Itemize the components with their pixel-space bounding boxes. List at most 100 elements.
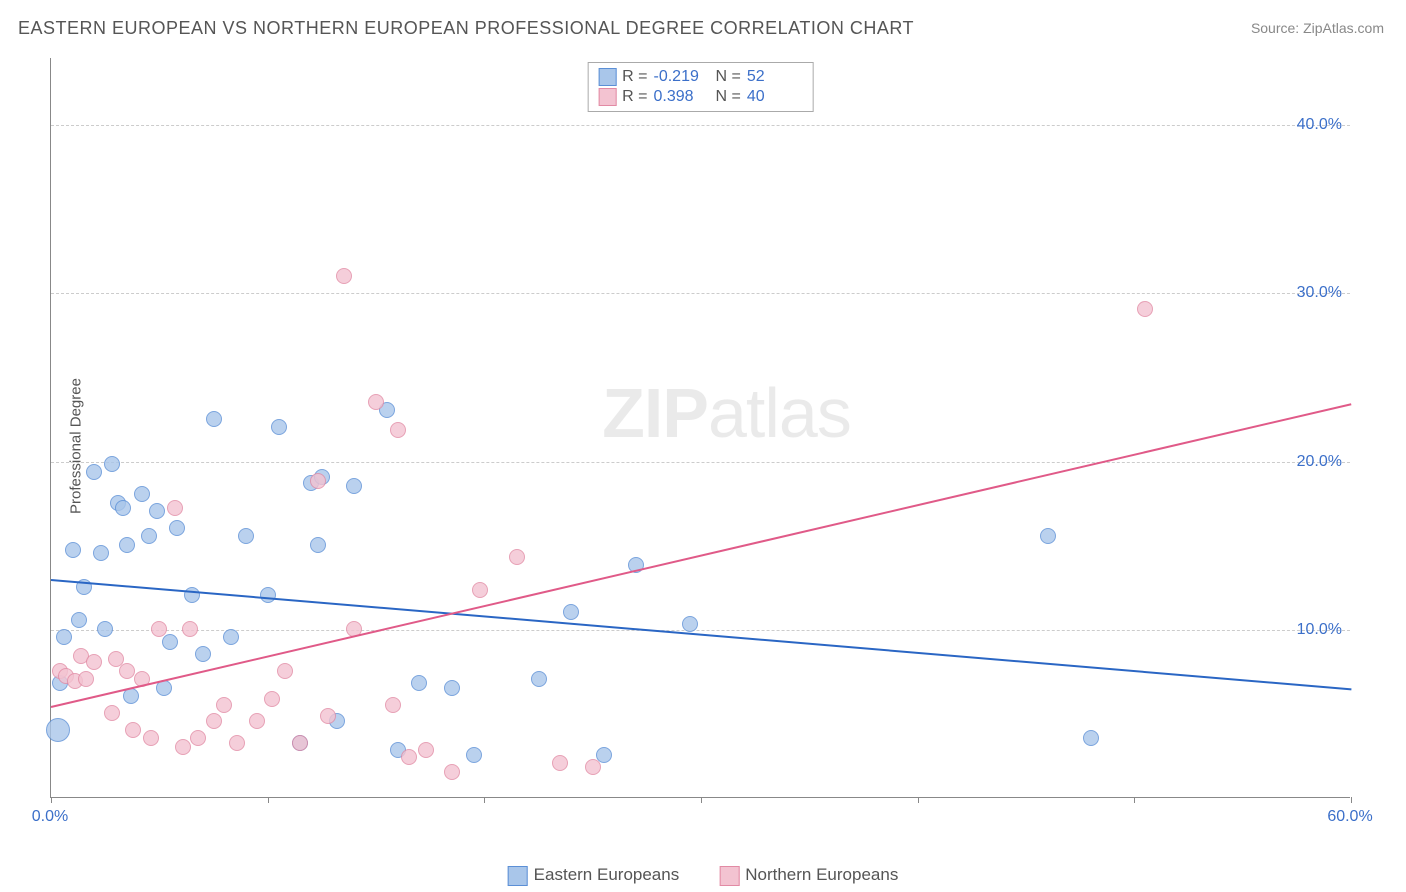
data-point-northern: [229, 735, 245, 751]
data-point-northern: [292, 735, 308, 751]
data-point-eastern: [444, 680, 460, 696]
data-point-eastern: [141, 528, 157, 544]
n-label: N =: [716, 68, 741, 86]
n-label: N =: [716, 88, 741, 106]
data-point-northern: [418, 742, 434, 758]
legend-label: Northern Europeans: [745, 865, 898, 884]
data-point-northern: [277, 663, 293, 679]
scatter-plot: ZIPatlas R = -0.219 N = 52 R = 0.398 N = 40 10.…: [50, 58, 1350, 798]
data-point-northern: [125, 722, 141, 738]
x-tick: [268, 797, 269, 803]
data-point-eastern: [104, 456, 120, 472]
data-point-eastern: [65, 542, 81, 558]
r-label: R =: [622, 68, 647, 86]
watermark-text-a: ZIP: [602, 374, 708, 452]
data-point-eastern: [260, 587, 276, 603]
y-tick-label: 20.0%: [1297, 453, 1342, 471]
data-point-northern: [190, 730, 206, 746]
data-point-eastern: [195, 646, 211, 662]
series-legend: Eastern Europeans Northern Europeans: [508, 865, 899, 886]
data-point-northern: [264, 691, 280, 707]
data-point-eastern: [346, 478, 362, 494]
source-label: Source:: [1251, 20, 1299, 36]
data-point-northern: [1137, 301, 1153, 317]
data-point-northern: [216, 697, 232, 713]
data-point-eastern: [86, 464, 102, 480]
legend-swatch-northern: [719, 866, 739, 886]
data-point-northern: [151, 621, 167, 637]
data-point-northern: [368, 394, 384, 410]
legend-item-eastern: Eastern Europeans: [508, 865, 680, 886]
gridline: [51, 462, 1350, 463]
data-point-eastern: [531, 671, 547, 687]
legend-swatch-eastern: [508, 866, 528, 886]
x-tick-label: 0.0%: [32, 808, 68, 826]
data-point-eastern: [271, 419, 287, 435]
data-point-eastern: [206, 411, 222, 427]
data-point-eastern: [223, 629, 239, 645]
data-point-eastern: [93, 545, 109, 561]
data-point-northern: [336, 268, 352, 284]
data-point-eastern: [1083, 730, 1099, 746]
data-point-eastern: [119, 537, 135, 553]
data-point-eastern: [97, 621, 113, 637]
legend-item-northern: Northern Europeans: [719, 865, 898, 886]
data-point-eastern: [115, 500, 131, 516]
data-point-northern: [249, 713, 265, 729]
x-tick: [918, 797, 919, 803]
data-point-northern: [206, 713, 222, 729]
data-point-northern: [585, 759, 601, 775]
data-point-northern: [167, 500, 183, 516]
n-value: 40: [747, 88, 803, 106]
data-point-eastern: [162, 634, 178, 650]
data-point-northern: [182, 621, 198, 637]
data-point-northern: [119, 663, 135, 679]
source-link[interactable]: ZipAtlas.com: [1303, 20, 1384, 36]
data-point-northern: [78, 671, 94, 687]
source-attribution: Source: ZipAtlas.com: [1251, 20, 1384, 36]
x-tick: [484, 797, 485, 803]
data-point-northern: [175, 739, 191, 755]
data-point-northern: [86, 654, 102, 670]
legend-swatch-eastern: [598, 68, 616, 86]
chart-title: EASTERN EUROPEAN VS NORTHERN EUROPEAN PR…: [18, 18, 914, 39]
data-point-eastern: [134, 486, 150, 502]
gridline: [51, 630, 1350, 631]
x-tick-label: 60.0%: [1327, 808, 1372, 826]
r-value: -0.219: [654, 68, 710, 86]
n-value: 52: [747, 68, 803, 86]
data-point-northern: [320, 708, 336, 724]
data-point-northern: [143, 730, 159, 746]
data-point-eastern: [466, 747, 482, 763]
data-point-eastern: [71, 612, 87, 628]
data-point-northern: [472, 582, 488, 598]
x-tick: [1134, 797, 1135, 803]
legend-swatch-northern: [598, 88, 616, 106]
data-point-eastern: [1040, 528, 1056, 544]
r-value: 0.398: [654, 88, 710, 106]
data-point-eastern: [563, 604, 579, 620]
data-point-eastern: [149, 503, 165, 519]
x-tick: [51, 797, 52, 803]
x-tick: [1351, 797, 1352, 803]
data-point-eastern: [310, 537, 326, 553]
gridline: [51, 293, 1350, 294]
data-point-northern: [509, 549, 525, 565]
data-point-northern: [444, 764, 460, 780]
data-point-eastern: [56, 629, 72, 645]
watermark-text-b: atlas: [708, 374, 851, 452]
data-point-northern: [552, 755, 568, 771]
r-label: R =: [622, 88, 647, 106]
trend-line-northern: [51, 403, 1351, 708]
data-point-northern: [390, 422, 406, 438]
stats-row-eastern: R = -0.219 N = 52: [598, 67, 803, 87]
data-point-northern: [401, 749, 417, 765]
y-tick-label: 40.0%: [1297, 116, 1342, 134]
data-point-eastern: [238, 528, 254, 544]
y-tick-label: 30.0%: [1297, 284, 1342, 302]
gridline: [51, 125, 1350, 126]
data-point-eastern: [682, 616, 698, 632]
watermark: ZIPatlas: [602, 373, 851, 453]
data-point-northern: [310, 473, 326, 489]
y-tick-label: 10.0%: [1297, 621, 1342, 639]
